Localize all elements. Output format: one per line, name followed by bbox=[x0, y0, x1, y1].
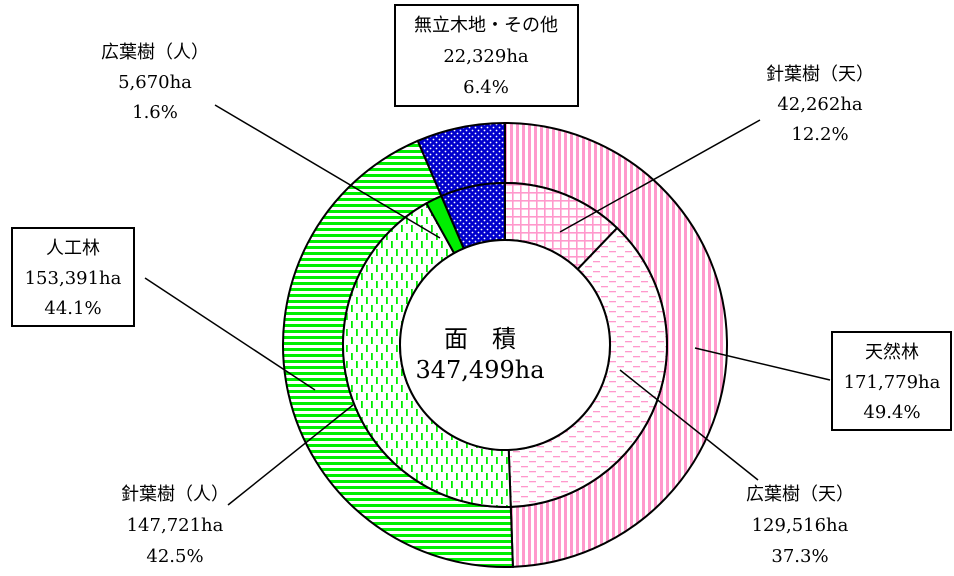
label-shinyo-jin-name: 針葉樹（人） bbox=[121, 484, 229, 505]
label-koyo-ten-percent: 37.3% bbox=[771, 546, 828, 567]
label-jinko-name: 人工林 bbox=[46, 238, 100, 259]
label-koyo-ten-name: 広葉樹（天） bbox=[746, 484, 854, 505]
leader-line-shinyo-jin bbox=[227, 404, 354, 506]
label-shinyo-jin-area: 147,721ha bbox=[127, 515, 224, 536]
label-koyo-jin-name: 広葉樹（人） bbox=[101, 42, 209, 63]
label-koyo-jin-percent: 1.6% bbox=[132, 102, 178, 123]
label-koyo-ten-area: 129,516ha bbox=[752, 515, 849, 536]
leader-line-shinyo-ten bbox=[559, 119, 761, 233]
label-tennen-percent: 49.4% bbox=[863, 402, 920, 423]
label-muritsu-area: 22,329ha bbox=[443, 46, 529, 67]
label-jinko-percent: 44.1% bbox=[44, 298, 101, 319]
label-muritsu-percent: 6.4% bbox=[463, 77, 509, 98]
leader-line-koyo-jin bbox=[214, 104, 441, 239]
label-shinyo-ten-name: 針葉樹（天） bbox=[766, 64, 874, 85]
center-title: 面 積 bbox=[444, 325, 516, 353]
label-shinyo-ten-area: 42,262ha bbox=[777, 94, 863, 115]
outer-ring bbox=[282, 121, 728, 568]
center-total: 347,499ha bbox=[415, 356, 544, 384]
label-koyo-jin-area: 5,670ha bbox=[118, 72, 192, 93]
label-box-tennen bbox=[831, 331, 952, 431]
label-tennen-area: 171,779ha bbox=[844, 372, 941, 393]
leader-line-tennen bbox=[694, 347, 831, 381]
label-jinko-area: 153,391ha bbox=[25, 268, 122, 289]
leader-line-koyo-ten bbox=[619, 369, 759, 481]
label-shinyo-jin-percent: 42.5% bbox=[146, 546, 203, 567]
label-tennen-name: 天然林 bbox=[865, 342, 919, 363]
label-box-muritsu bbox=[394, 4, 579, 107]
center-hole bbox=[399, 239, 611, 451]
label-muritsu-name: 無立木地・その他 bbox=[414, 15, 558, 36]
leader-line-jinko bbox=[144, 277, 316, 391]
leader-lines bbox=[144, 104, 831, 506]
label-box-jinko bbox=[11, 227, 135, 327]
label-shinyo-ten-percent: 12.2% bbox=[791, 124, 848, 145]
